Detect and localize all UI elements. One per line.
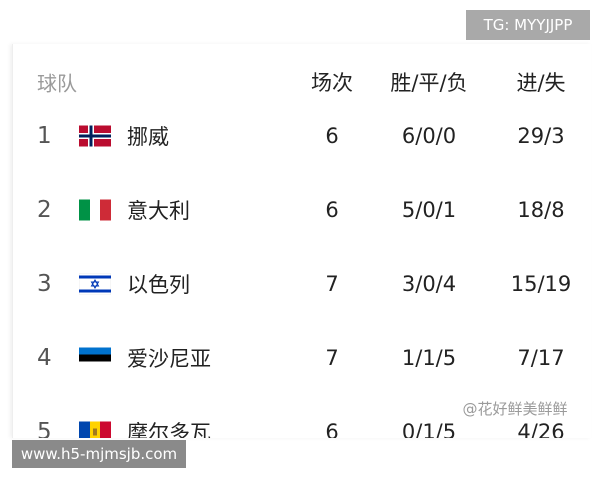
win-draw-loss: 6/0/0 bbox=[401, 124, 457, 148]
flag-icon bbox=[79, 421, 111, 438]
goals: 7/17 bbox=[517, 346, 565, 370]
flag bbox=[79, 199, 111, 221]
flag bbox=[79, 125, 111, 147]
team-name: 爱沙尼亚 bbox=[127, 347, 211, 371]
goals: 18/8 bbox=[517, 198, 565, 222]
goals: 29/3 bbox=[517, 124, 565, 148]
watermark-bottom: www.h5-mjmsjb.com bbox=[12, 440, 186, 468]
header-cell: 胜/平/负 bbox=[390, 71, 468, 95]
flag bbox=[78, 273, 112, 295]
win-draw-loss: 0/1/5 bbox=[401, 420, 457, 438]
watermark-author: @花好鲜美鲜鲜 bbox=[462, 399, 568, 418]
win-draw-loss: 5/0/1 bbox=[401, 198, 457, 222]
rank: 1 bbox=[37, 123, 52, 149]
watermark-top: TG: MYYJJPP bbox=[466, 10, 590, 40]
win-draw-loss: 1/1/5 bbox=[401, 346, 457, 370]
played: 7 bbox=[325, 346, 339, 370]
team-name: 以色列 bbox=[127, 273, 190, 297]
played: 6 bbox=[325, 198, 339, 222]
flag-icon bbox=[78, 273, 112, 295]
rank: 2 bbox=[37, 197, 52, 223]
header-cell: 球队 bbox=[37, 71, 77, 96]
rank: 4 bbox=[37, 345, 52, 371]
flag-icon bbox=[79, 199, 111, 221]
played: 6 bbox=[325, 124, 339, 148]
flag-icon bbox=[79, 347, 111, 369]
flag bbox=[79, 347, 111, 369]
standings-table: 球队 场次 胜/平/负 进/失 1 挪威 6 6/0/0 29/3 2 意大利 6 5/0/1 1… bbox=[12, 44, 591, 438]
flag bbox=[79, 421, 111, 438]
header-cell: 场次 bbox=[311, 71, 353, 95]
rank: 3 bbox=[37, 271, 52, 297]
played: 7 bbox=[325, 272, 339, 296]
flag-icon bbox=[79, 125, 111, 147]
win-draw-loss: 3/0/4 bbox=[401, 272, 457, 296]
rank: 5 bbox=[37, 419, 52, 438]
header-cell: 进/失 bbox=[516, 71, 566, 95]
team-name: 挪威 bbox=[127, 125, 169, 149]
goals: 4/26 bbox=[517, 420, 565, 438]
played: 6 bbox=[325, 420, 339, 438]
goals: 15/19 bbox=[510, 272, 572, 296]
team-name: 意大利 bbox=[127, 199, 190, 223]
team-name: 摩尔多瓦 bbox=[127, 421, 211, 438]
